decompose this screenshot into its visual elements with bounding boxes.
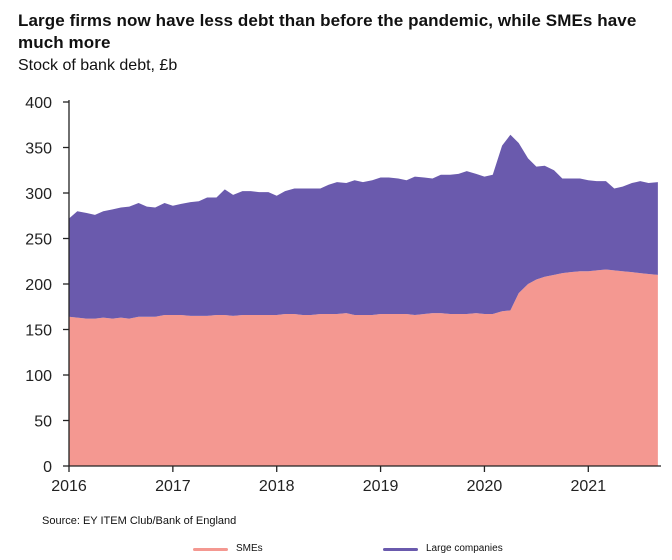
chart-title: Large firms now have less debt than befo… bbox=[18, 11, 637, 52]
legend-item-large-companies: Large companies bbox=[383, 543, 503, 555]
y-tick-label-400: 400 bbox=[25, 95, 52, 112]
y-tick-label-50: 50 bbox=[34, 414, 52, 431]
areas-layer bbox=[69, 134, 658, 466]
chart-subtitle: Stock of bank debt, £b bbox=[18, 57, 178, 74]
y-tick-label-300: 300 bbox=[25, 186, 52, 203]
y-tick-label-200: 200 bbox=[25, 277, 52, 294]
chart-legend: SMEs Large companies bbox=[0, 543, 672, 555]
x-tick-label-2017: 2017 bbox=[155, 478, 191, 495]
axes-layer: 0 50 100 150 200 250 300 350 400 2016 2017 2018 2019… bbox=[25, 95, 661, 495]
x-tick-label-2019: 2019 bbox=[363, 478, 399, 495]
legend-swatch-large-companies bbox=[383, 547, 418, 551]
x-tick-label-2018: 2018 bbox=[259, 478, 295, 495]
area-smes bbox=[69, 269, 658, 466]
legend-label-large-companies: Large companies bbox=[426, 543, 503, 554]
y-tick-label-100: 100 bbox=[25, 368, 52, 385]
source-note: Source: EY ITEM Club/Bank of England bbox=[42, 515, 237, 527]
legend-swatch-smes bbox=[193, 547, 228, 551]
x-tick-label-2021: 2021 bbox=[571, 478, 607, 495]
legend-label-smes: SMEs bbox=[236, 543, 263, 554]
area-large-companies bbox=[69, 134, 658, 319]
x-tick-label-2020: 2020 bbox=[467, 478, 503, 495]
y-tick-label-350: 350 bbox=[25, 141, 52, 158]
y-tick-label-0: 0 bbox=[43, 459, 52, 476]
y-tick-label-150: 150 bbox=[25, 323, 52, 340]
legend-item-smes: SMEs bbox=[193, 543, 263, 555]
x-tick-label-2016: 2016 bbox=[51, 478, 87, 495]
y-tick-label-250: 250 bbox=[25, 232, 52, 249]
